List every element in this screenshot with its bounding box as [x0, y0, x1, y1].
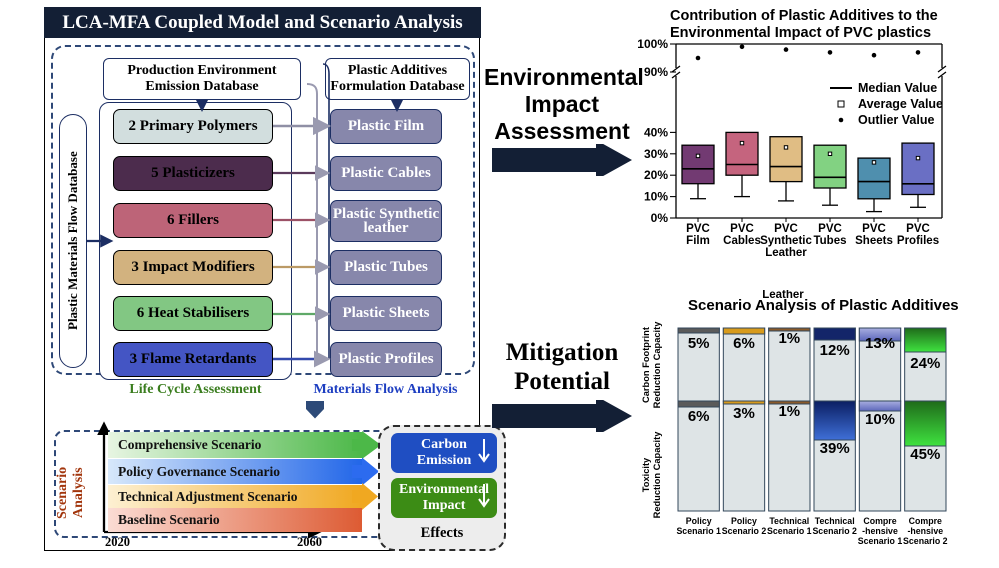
svg-text:PVC: PVC	[862, 223, 886, 235]
svg-text:-hensive: -hensive	[862, 526, 898, 536]
svg-text:1%: 1%	[778, 403, 800, 420]
svg-text:90%: 90%	[644, 65, 668, 79]
svg-text:Reduction Capacity: Reduction Capacity	[652, 321, 662, 409]
svg-text:PVC: PVC	[686, 223, 710, 235]
svg-text:Scenario 1: Scenario 1	[676, 526, 721, 536]
svg-text:PVC: PVC	[818, 223, 842, 235]
svg-text:5%: 5%	[688, 335, 710, 352]
svg-text:3%: 3%	[733, 405, 755, 422]
svg-text:Policy: Policy	[731, 516, 757, 526]
svg-text:Scenario 1: Scenario 1	[858, 536, 903, 546]
svg-text:Contribution of Plastic Additi: Contribution of Plastic Additives to the	[670, 8, 938, 24]
svg-text:Carbon Footprint: Carbon Footprint	[641, 327, 651, 403]
svg-text:Compre: Compre	[909, 516, 942, 526]
svg-text:Scenario 2: Scenario 2	[903, 536, 948, 546]
svg-text:Tubes: Tubes	[813, 235, 846, 247]
svg-text:10%: 10%	[865, 411, 895, 428]
svg-text:Compre: Compre	[863, 516, 896, 526]
svg-text:10%: 10%	[644, 190, 668, 204]
svg-text:Cables: Cables	[723, 235, 761, 247]
svg-text:6%: 6%	[733, 335, 755, 352]
svg-text:Scenario 2: Scenario 2	[812, 526, 857, 536]
svg-text:Scenario 2: Scenario 2	[722, 526, 767, 536]
svg-text:Profiles: Profiles	[897, 235, 939, 247]
svg-text:Film: Film	[686, 235, 710, 247]
svg-text:40%: 40%	[644, 125, 668, 139]
svg-text:PVC: PVC	[730, 223, 754, 235]
svg-text:45%: 45%	[910, 446, 940, 463]
svg-text:Reduction Capacity: Reduction Capacity	[652, 431, 662, 519]
svg-text:Sheets: Sheets	[855, 235, 893, 247]
svg-text:0%: 0%	[651, 211, 669, 225]
svg-text:Scenario Analysis of Plastic A: Scenario Analysis of Plastic Additives	[688, 297, 959, 314]
svg-text:39%: 39%	[820, 440, 850, 457]
svg-text:Median Value: Median Value	[858, 81, 937, 95]
svg-text:Outlier Value: Outlier Value	[858, 113, 934, 127]
svg-text:1%: 1%	[778, 330, 800, 347]
svg-text:30%: 30%	[644, 147, 668, 161]
svg-text:Synthetic: Synthetic	[760, 235, 812, 247]
svg-text:6%: 6%	[688, 408, 710, 425]
svg-text:Policy: Policy	[686, 516, 712, 526]
svg-text:Environmental Impact of PVC pl: Environmental Impact of PVC plastics	[670, 25, 931, 41]
svg-text:Scenario 1: Scenario 1	[767, 526, 812, 536]
svg-text:PVC: PVC	[906, 223, 930, 235]
svg-text:Technical: Technical	[815, 516, 855, 526]
svg-text:12%: 12%	[820, 342, 850, 359]
svg-text:Technical: Technical	[769, 516, 809, 526]
svg-text:Leather: Leather	[765, 247, 807, 259]
svg-text:20%: 20%	[644, 168, 668, 182]
svg-text:13%: 13%	[865, 335, 895, 352]
svg-text:100%: 100%	[637, 37, 668, 51]
svg-text:Toxicity: Toxicity	[641, 457, 651, 492]
svg-text:Average Value: Average Value	[858, 97, 943, 111]
svg-text:PVC: PVC	[774, 223, 798, 235]
svg-text:-hensive: -hensive	[907, 526, 943, 536]
svg-text:24%: 24%	[910, 355, 940, 372]
